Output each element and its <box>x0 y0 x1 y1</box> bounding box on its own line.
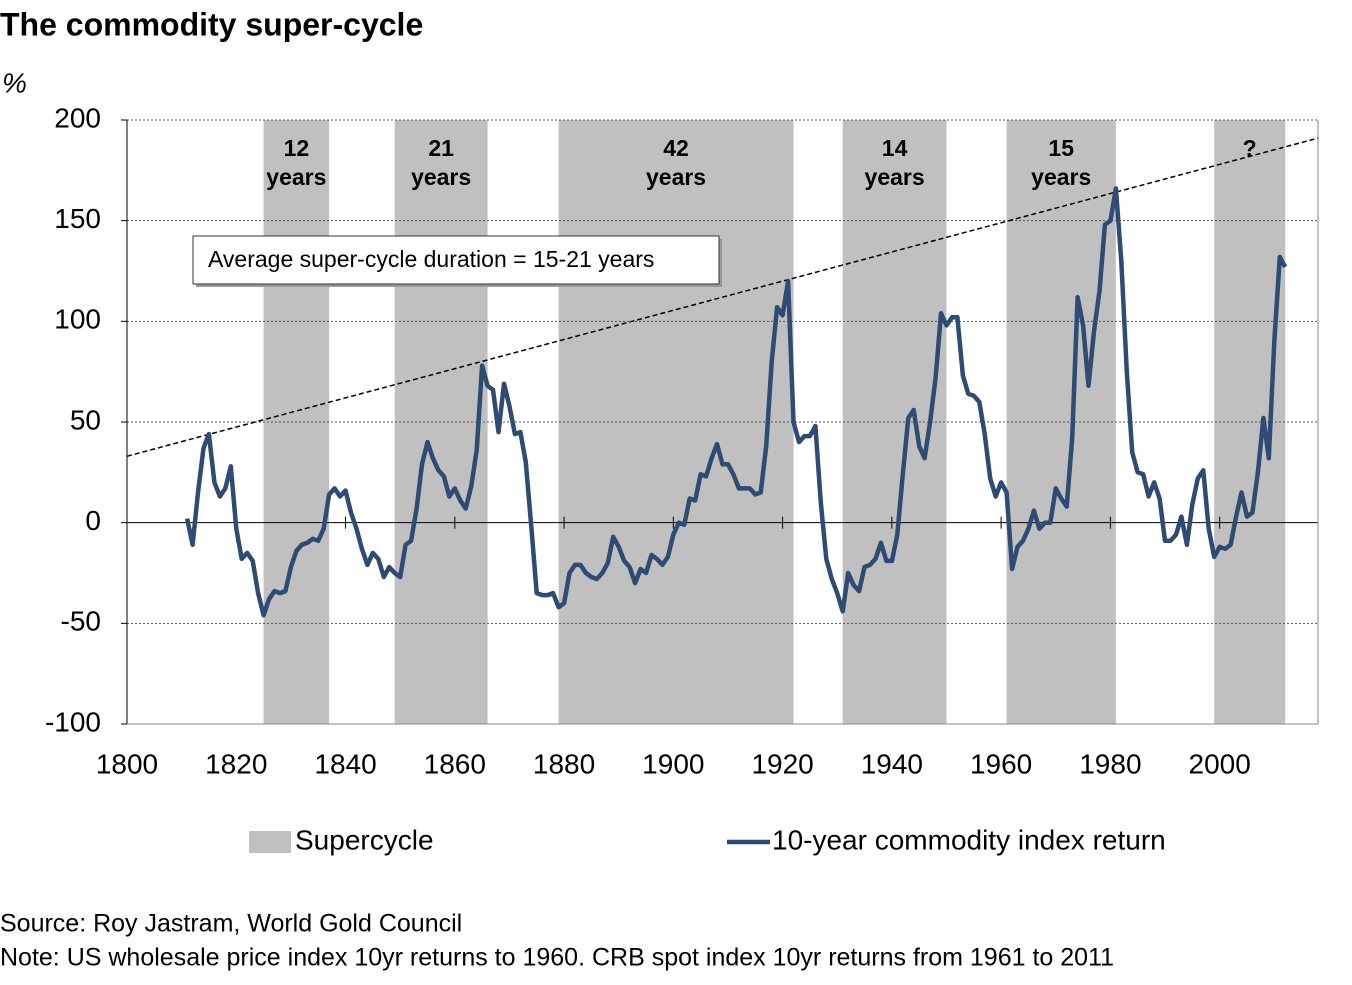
note: Note: US wholesale price index 10yr retu… <box>0 944 1114 972</box>
y-tick-label: 50 <box>70 404 101 435</box>
x-tick-label: 1920 <box>751 748 813 779</box>
source: Source: Roy Jastram, World Gold Council <box>0 910 462 938</box>
band-label: 42 <box>663 135 689 161</box>
y-tick-label: -100 <box>45 706 101 737</box>
y-tick-label: 200 <box>54 102 101 133</box>
band-label: years <box>266 164 326 190</box>
x-tick-label: 1960 <box>970 748 1032 779</box>
supercycle-band <box>1214 120 1286 724</box>
x-tick-label: 1900 <box>642 748 704 779</box>
y-tick-label: -50 <box>61 606 101 637</box>
x-tick-label: 1840 <box>314 748 376 779</box>
annotation: Average super-cycle duration = 15-21 yea… <box>208 246 654 272</box>
x-tick-label: 1980 <box>1079 748 1141 779</box>
legend-label: Supercycle <box>295 824 434 855</box>
x-tick-label: 2000 <box>1189 748 1251 779</box>
band-label: 14 <box>882 135 908 161</box>
band-label: years <box>646 164 706 190</box>
band-label: 15 <box>1048 135 1074 161</box>
x-tick-label: 1940 <box>861 748 923 779</box>
band-label: years <box>865 164 925 190</box>
series-line <box>184 186 1288 618</box>
y-tick-label: 0 <box>85 505 101 536</box>
x-tick-label: 1820 <box>205 748 267 779</box>
trend-line <box>126 137 1319 457</box>
band-label: 21 <box>428 135 454 161</box>
band-label: 12 <box>284 135 310 161</box>
x-tick-label: 1860 <box>424 748 486 779</box>
band-label: years <box>1031 164 1091 190</box>
x-tick-label: 1800 <box>96 748 158 779</box>
chart-title: The commodity super-cycle <box>0 6 423 42</box>
y-tick-label: 100 <box>54 304 101 335</box>
x-tick-label: 1880 <box>533 748 595 779</box>
annotation-box <box>192 235 720 285</box>
y-tick-label: 150 <box>54 203 101 234</box>
legend-label: 10-year commodity index return <box>772 824 1166 855</box>
band-label: ? <box>1243 135 1257 161</box>
y-axis-label: % <box>2 67 27 98</box>
legend-swatch-band <box>249 831 291 853</box>
band-label: years <box>411 164 471 190</box>
